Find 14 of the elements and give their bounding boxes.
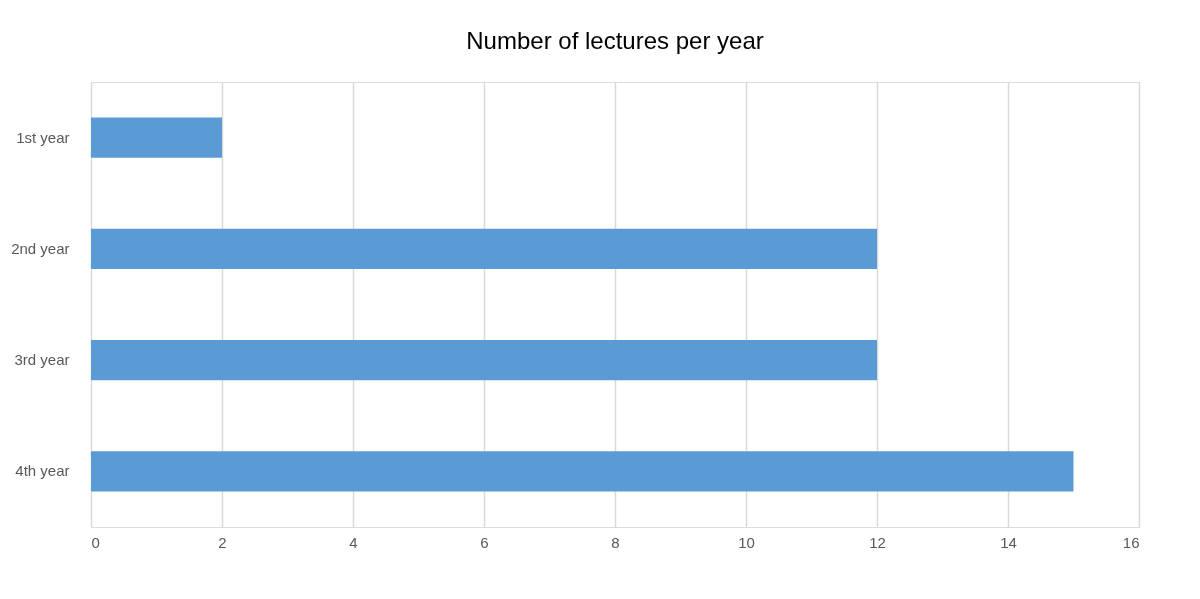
x-tick-label: 0	[91, 533, 100, 551]
x-tick-label: 16	[1122, 533, 1140, 551]
x-tick-label: 2	[218, 533, 227, 551]
y-tick-label: 1st year	[16, 128, 70, 146]
y-tick-label: 3rd year	[14, 351, 70, 369]
x-tick-label: 10	[738, 533, 755, 551]
y-tick-label: 4th year	[15, 462, 70, 480]
chart-title: Number of lectures per year	[466, 27, 764, 54]
y-tick-label: 2nd year	[11, 239, 70, 257]
x-tick-label: 12	[869, 533, 886, 551]
x-tick-label: 8	[611, 533, 620, 551]
x-tick-label: 14	[1000, 533, 1017, 551]
x-tick-label: 6	[480, 533, 489, 551]
x-tick-label: 4	[349, 533, 358, 551]
